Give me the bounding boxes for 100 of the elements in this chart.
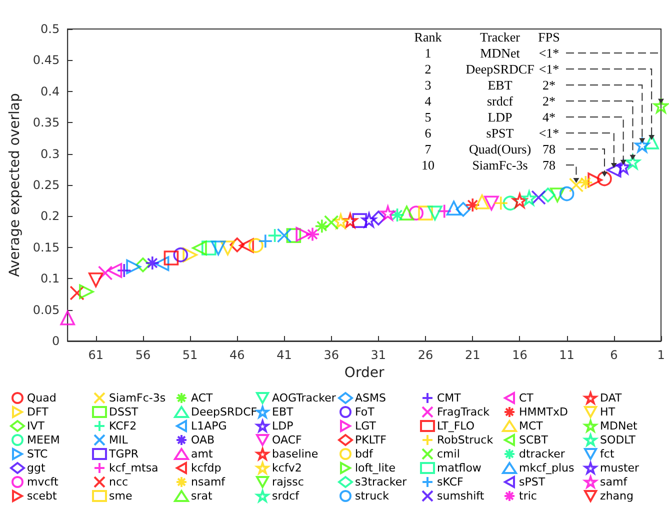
point bbox=[333, 214, 348, 229]
point bbox=[522, 190, 537, 206]
legend-label: CT bbox=[519, 392, 534, 404]
legend-label: sPST bbox=[519, 476, 546, 488]
annotation: 6 bbox=[424, 126, 432, 140]
point bbox=[248, 238, 264, 253]
annotation: 5 bbox=[424, 110, 432, 124]
point bbox=[550, 188, 565, 202]
legend-label: ncc bbox=[109, 476, 128, 488]
legend-label: srdcf bbox=[272, 490, 300, 502]
y-tick-label: 0 bbox=[52, 334, 60, 348]
legend-label: RobStruck bbox=[437, 434, 494, 446]
legend-label: DeepSRDCF bbox=[191, 406, 258, 418]
legend-label: EBT bbox=[272, 406, 294, 418]
legend-label: MDNet bbox=[600, 420, 638, 432]
annotation: <1* bbox=[538, 62, 560, 76]
legend-label: SiamFc-3s bbox=[109, 392, 166, 404]
point bbox=[568, 178, 584, 192]
y-tick-label: 0.4 bbox=[40, 84, 60, 98]
annotation: MDNet bbox=[480, 46, 520, 60]
annotation: 2 bbox=[424, 62, 432, 76]
y-axis-title: Average expected overlap bbox=[7, 92, 23, 277]
legend-label: s3tracker bbox=[355, 476, 408, 488]
point bbox=[465, 198, 480, 212]
annotation: LDP bbox=[488, 110, 512, 124]
annotation: 4* bbox=[542, 110, 556, 124]
legend-label: amt bbox=[191, 448, 214, 460]
point bbox=[107, 263, 122, 278]
y-tick-label: 0.5 bbox=[40, 22, 60, 36]
annotation: 10 bbox=[422, 158, 434, 172]
legend-label: scebt bbox=[27, 490, 58, 502]
y-tick-label: 0.45 bbox=[32, 53, 60, 68]
legend-label: STC bbox=[27, 448, 48, 460]
annotation: DeepSRDCF bbox=[466, 62, 534, 76]
legend-label: TGPR bbox=[108, 448, 139, 460]
point bbox=[276, 228, 292, 243]
legend-label: samf bbox=[600, 476, 628, 488]
x-tick-label: 61 bbox=[88, 348, 104, 362]
annotation: 3 bbox=[424, 78, 432, 92]
x-tick-label: 31 bbox=[370, 348, 386, 362]
legend-label: MEEM bbox=[27, 434, 60, 446]
point bbox=[446, 200, 462, 216]
annotation: Tracker bbox=[480, 30, 521, 44]
point bbox=[399, 206, 414, 220]
y-tick-label: 0.05 bbox=[32, 302, 60, 317]
point bbox=[456, 202, 471, 217]
legend-label: FragTrack bbox=[437, 406, 490, 418]
point bbox=[380, 206, 396, 220]
point bbox=[220, 240, 236, 256]
legend-label: rajssc bbox=[272, 476, 304, 488]
legend-label: zhang bbox=[600, 490, 634, 502]
x-tick-label: 11 bbox=[559, 348, 574, 362]
legend-label: sme bbox=[109, 490, 132, 502]
point bbox=[230, 238, 245, 252]
point bbox=[540, 188, 556, 202]
legend-label: Quad bbox=[27, 392, 56, 404]
point bbox=[296, 226, 310, 242]
legend-label: HMMTxD bbox=[519, 406, 568, 418]
point bbox=[324, 215, 339, 230]
legend-label: LT_FLO bbox=[437, 420, 475, 432]
legend-label: OACF bbox=[272, 434, 302, 446]
annotation: 78 bbox=[542, 142, 556, 156]
legend-label: matflow bbox=[437, 462, 482, 474]
legend-label: DSST bbox=[109, 406, 138, 418]
point bbox=[70, 286, 84, 300]
annotation: 78 bbox=[542, 158, 556, 172]
annotation: 2* bbox=[542, 78, 556, 92]
annotation: srdcf bbox=[487, 94, 514, 108]
legend-label: muster bbox=[600, 462, 640, 474]
legend-label: AOGTracker bbox=[272, 392, 336, 404]
point bbox=[654, 98, 668, 114]
annotation: EBT bbox=[488, 78, 512, 92]
point bbox=[597, 171, 612, 186]
legend-label: sKCF bbox=[437, 476, 464, 488]
legend-label: mkcf_plus bbox=[519, 462, 575, 474]
legend-label: cmil bbox=[437, 448, 460, 460]
legend-label: ASMS bbox=[355, 392, 386, 404]
point bbox=[144, 256, 160, 270]
x-tick-label: 41 bbox=[276, 348, 292, 362]
legend-label: bdf bbox=[355, 448, 374, 460]
y-tick-label: 0.3 bbox=[40, 146, 60, 161]
point bbox=[371, 210, 386, 226]
point bbox=[474, 194, 490, 210]
point bbox=[512, 193, 528, 208]
annotation: <1* bbox=[538, 126, 560, 140]
annotation: 1 bbox=[424, 46, 432, 60]
point bbox=[60, 310, 76, 326]
legend-label: kcfv2 bbox=[272, 462, 302, 474]
legend-label: LDP bbox=[272, 420, 294, 432]
legend-label: sumshift bbox=[437, 490, 485, 502]
point bbox=[126, 259, 141, 274]
legend-label: DFT bbox=[27, 406, 49, 418]
x-tick-label: 26 bbox=[418, 348, 434, 362]
y-tick-label: 0.2 bbox=[40, 209, 60, 224]
point bbox=[202, 240, 216, 256]
legend-label: baseline bbox=[272, 448, 318, 460]
legend-label: tric bbox=[519, 490, 537, 502]
x-tick-label: 36 bbox=[324, 348, 339, 362]
legend-label: struck bbox=[355, 490, 390, 502]
point bbox=[305, 226, 320, 242]
